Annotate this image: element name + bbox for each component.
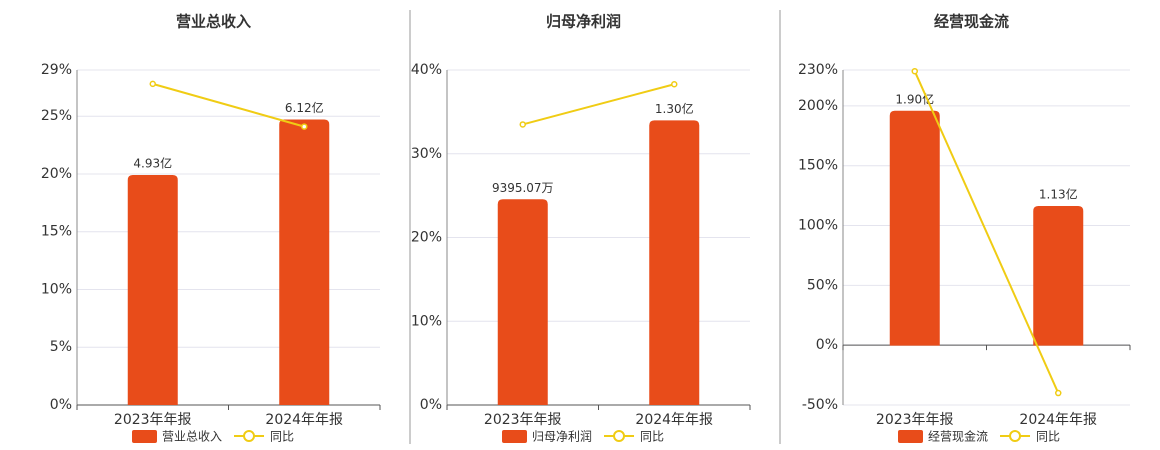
point bbox=[671, 80, 678, 88]
bar bbox=[649, 120, 700, 406]
chart-title: 归母净利润 bbox=[546, 13, 621, 31]
y-tick-label: 150% bbox=[798, 158, 838, 174]
y-tick-label: 0% bbox=[420, 397, 442, 413]
y-tick-label: 0% bbox=[50, 397, 72, 413]
y-tick-label: 100% bbox=[798, 218, 838, 234]
y-tick-label: 20% bbox=[411, 230, 442, 246]
y-tick-label: 230% bbox=[798, 62, 838, 78]
legend-label: 同比 bbox=[1036, 430, 1060, 444]
legend-marker bbox=[502, 430, 527, 443]
legend-marker bbox=[898, 430, 923, 443]
point bbox=[911, 67, 918, 75]
line bbox=[522, 83, 675, 126]
point bbox=[149, 80, 156, 88]
x-tick-label: 2024年年报 bbox=[1019, 412, 1097, 428]
x-tick-label: 2024年年报 bbox=[265, 412, 343, 428]
bar bbox=[497, 199, 548, 405]
bar bbox=[127, 174, 178, 405]
legend-label: 归母净利润 bbox=[532, 430, 592, 444]
point bbox=[1055, 389, 1062, 397]
y-tick-label: 10% bbox=[411, 313, 442, 329]
y-tick-label: 25% bbox=[41, 108, 72, 124]
point bbox=[301, 123, 308, 130]
x-tick-label: 2023年年报 bbox=[114, 412, 192, 428]
y-tick-label: 0% bbox=[816, 337, 838, 353]
y-tick-label: 200% bbox=[798, 98, 838, 114]
x-tick-label: 2023年年报 bbox=[876, 412, 954, 428]
value-label: 4.93亿 bbox=[133, 155, 172, 170]
y-tick-label: 5% bbox=[50, 339, 72, 355]
bar bbox=[889, 110, 940, 346]
y-tick-label: 20% bbox=[41, 166, 72, 182]
bar bbox=[1033, 205, 1084, 346]
y-tick-label: 50% bbox=[807, 277, 838, 293]
y-tick-label: 40% bbox=[411, 62, 442, 78]
legend-marker bbox=[132, 430, 157, 443]
legend-marker bbox=[1009, 430, 1022, 442]
line bbox=[152, 82, 305, 128]
value-label: 9395.07万 bbox=[492, 181, 554, 195]
value-label: 1.13亿 bbox=[1039, 186, 1078, 201]
y-tick-label: 29% bbox=[41, 62, 72, 78]
point bbox=[519, 121, 526, 128]
x-tick-label: 2023年年报 bbox=[484, 412, 562, 428]
line bbox=[913, 70, 1060, 394]
chart-title: 营业总收入 bbox=[176, 13, 251, 31]
y-tick-label: 15% bbox=[41, 224, 72, 240]
value-label: 6.12亿 bbox=[285, 100, 324, 115]
legend-label: 营业总收入 bbox=[162, 430, 222, 444]
bar bbox=[279, 119, 330, 406]
y-tick-label: 10% bbox=[41, 281, 72, 297]
chart-title: 经营现金流 bbox=[934, 13, 1009, 31]
legend-label: 同比 bbox=[640, 430, 664, 444]
value-label: 1.30亿 bbox=[655, 101, 694, 116]
y-tick-label: -50% bbox=[802, 397, 838, 413]
legend-label: 经营现金流 bbox=[928, 429, 988, 444]
y-tick-label: 30% bbox=[411, 146, 442, 162]
legend-marker bbox=[613, 430, 626, 442]
x-tick-label: 2024年年报 bbox=[635, 412, 713, 428]
legend-label: 同比 bbox=[270, 430, 294, 444]
legend-marker bbox=[243, 430, 256, 442]
